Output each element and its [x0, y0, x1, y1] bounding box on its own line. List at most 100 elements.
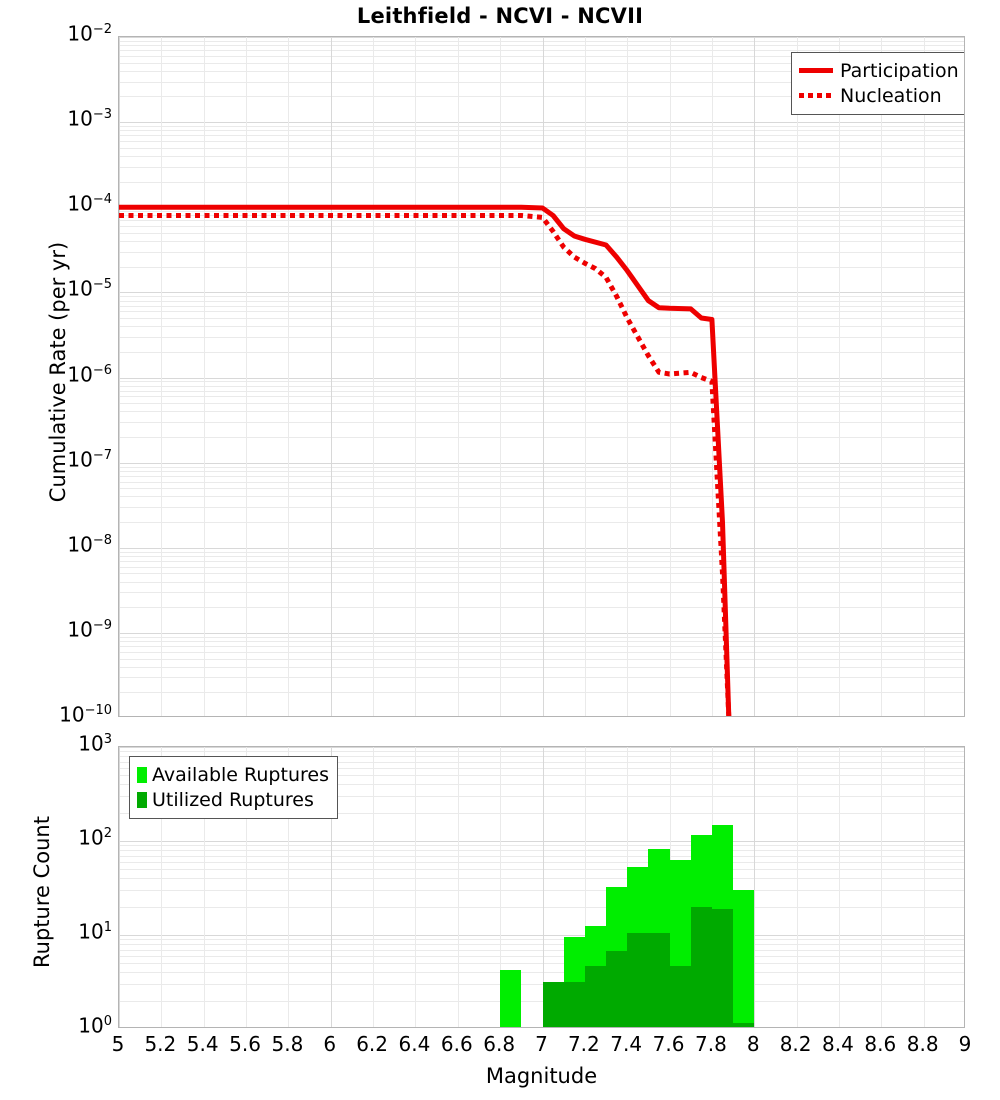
gridline-horizontal: [119, 82, 964, 83]
gridline-horizontal: [119, 422, 964, 423]
x-tick-label: 8.8: [906, 1032, 939, 1056]
gridline-horizontal: [119, 148, 964, 149]
gridline-vertical: [119, 37, 120, 716]
cumulative-rate-plot: Participation Nucleation: [118, 36, 965, 717]
x-tick-label: 8.2: [779, 1032, 812, 1056]
y-tick-label: 10−8: [67, 532, 112, 557]
x-tick-label: 7.6: [652, 1032, 685, 1056]
legend-item-available-ruptures[interactable]: Available Ruptures: [137, 762, 329, 787]
gridline-horizontal: [119, 220, 964, 221]
gridline-vertical: [373, 37, 374, 716]
gridline-horizontal: [119, 126, 964, 127]
bar-utilized-ruptures: [563, 982, 585, 1027]
x-tick-label: 7: [535, 1032, 548, 1056]
gridline-horizontal: [119, 956, 964, 957]
gridline-horizontal: [119, 762, 964, 763]
gridline-horizontal: [119, 71, 964, 72]
legend-label-nucleation: Nucleation: [840, 84, 942, 107]
gridline-horizontal: [119, 869, 964, 870]
gridline-vertical: [839, 37, 840, 716]
gridline-horizontal: [119, 267, 964, 268]
gridline-vertical: [288, 37, 289, 716]
gridline-horizontal: [119, 167, 964, 168]
bar-utilized-ruptures: [627, 933, 649, 1027]
rupture-count-plot: Available Ruptures Utilized Ruptures: [118, 746, 965, 1028]
x-tick-label: 8.4: [822, 1032, 854, 1056]
gridline-horizontal: [119, 467, 964, 468]
gridline-horizontal: [119, 507, 964, 508]
gridline-vertical: [331, 747, 332, 1027]
gridline-horizontal: [119, 692, 964, 693]
y-tick-label: 10−3: [67, 106, 112, 131]
gridline-horizontal: [119, 41, 964, 42]
gridline-horizontal: [119, 337, 964, 338]
gridline-vertical: [415, 747, 416, 1027]
gridline-horizontal: [119, 637, 964, 638]
gridline-vertical: [246, 37, 247, 716]
gridline-horizontal: [119, 1001, 964, 1002]
gridline-horizontal: [119, 496, 964, 497]
gridline-horizontal: [119, 552, 964, 553]
gridline-horizontal: [119, 659, 964, 660]
gridline-horizontal: [119, 556, 964, 557]
gridline-vertical: [881, 747, 882, 1027]
gridline-horizontal: [119, 652, 964, 653]
legend-item-nucleation[interactable]: Nucleation: [799, 83, 959, 108]
gridline-horizontal: [119, 935, 964, 936]
gridline-horizontal: [119, 182, 964, 183]
gridline-horizontal: [119, 241, 964, 242]
gridline-vertical: [246, 747, 247, 1027]
gridline-horizontal: [119, 56, 964, 57]
gridline-vertical: [797, 747, 798, 1027]
gridline-horizontal: [119, 548, 964, 549]
gridline-horizontal: [119, 130, 964, 131]
gridline-horizontal: [119, 878, 964, 879]
legend-item-participation[interactable]: Participation: [799, 58, 959, 83]
legend-bottom: Available Ruptures Utilized Ruptures: [129, 756, 338, 819]
gridline-horizontal: [119, 437, 964, 438]
gridline-vertical: [585, 747, 586, 1027]
gridline-vertical: [204, 37, 205, 716]
gridline-horizontal: [119, 411, 964, 412]
line-solid-icon: [799, 68, 833, 73]
bar-utilized-ruptures: [584, 965, 607, 1027]
gridline-horizontal: [119, 311, 964, 312]
legend-top: Participation Nucleation: [791, 52, 964, 115]
legend-label-participation: Participation: [840, 59, 959, 82]
gridline-vertical: [161, 37, 162, 716]
gridline-vertical: [754, 747, 755, 1027]
gridline-horizontal: [119, 607, 964, 608]
gridline-horizontal: [119, 845, 964, 846]
gridline-vertical: [331, 37, 332, 716]
y-tick-label: 10−6: [67, 362, 112, 387]
gridline-vertical: [754, 37, 755, 716]
x-tick-label: 6.4: [398, 1032, 431, 1056]
x-tick-label: 5: [111, 1032, 125, 1056]
x-tick-label: 5.6: [229, 1032, 261, 1056]
gridline-horizontal: [119, 463, 964, 464]
gridline-horizontal: [119, 326, 964, 327]
gridline-horizontal: [119, 907, 964, 908]
x-tick-label: 5.4: [186, 1032, 219, 1056]
y-tick-label: 10−4: [67, 191, 112, 216]
rate-curves: [119, 204, 732, 716]
x-tick-label: 6: [323, 1032, 337, 1056]
gridline-horizontal: [119, 751, 964, 752]
line-dotted-icon: [799, 93, 833, 98]
gridline-horizontal: [119, 352, 964, 353]
gridline-vertical: [373, 747, 374, 1027]
gridline-horizontal: [119, 63, 964, 64]
gridline-vertical: [500, 747, 501, 1027]
legend-item-utilized-ruptures[interactable]: Utilized Ruptures: [137, 787, 329, 812]
gridline-vertical: [288, 747, 289, 1027]
gridline-horizontal: [119, 646, 964, 647]
gridline-horizontal: [119, 768, 964, 769]
gridline-horizontal: [119, 841, 964, 842]
gridline-horizontal: [119, 45, 964, 46]
gridline-vertical: [585, 37, 586, 716]
gridline-horizontal: [119, 141, 964, 142]
gridline-vertical: [881, 37, 882, 716]
bar-utilized-ruptures: [711, 909, 734, 1027]
gridline-horizontal: [119, 963, 964, 964]
gridline-horizontal: [119, 488, 964, 489]
